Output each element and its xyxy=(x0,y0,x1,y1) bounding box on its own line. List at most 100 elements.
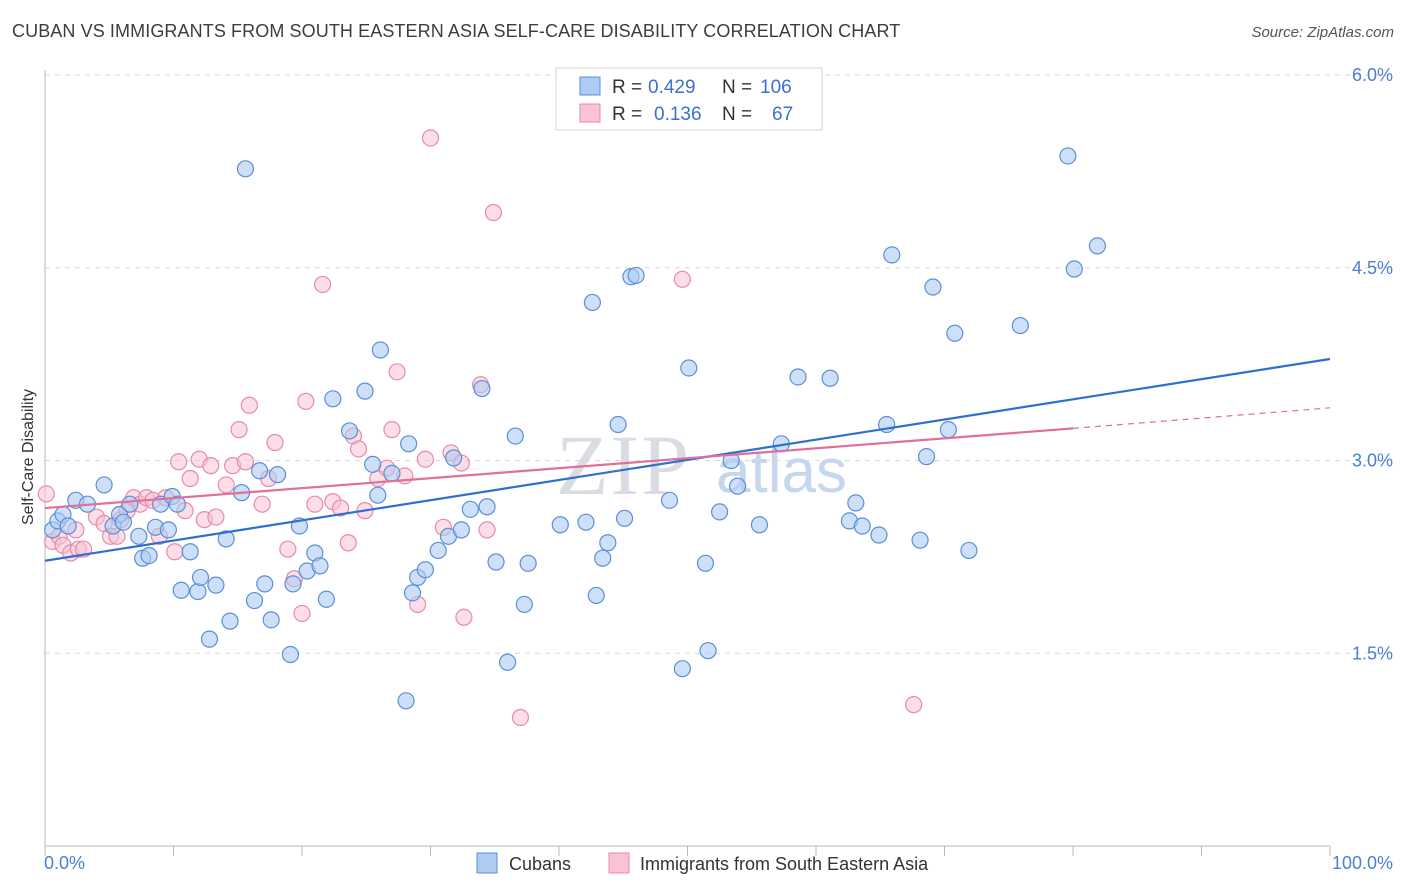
sea-trend-extension xyxy=(1072,407,1331,429)
sea-point xyxy=(236,453,255,471)
sea-point xyxy=(331,499,350,517)
sea-point xyxy=(673,270,691,288)
cubans-point xyxy=(946,324,964,342)
cubans-point xyxy=(95,476,113,494)
sea-point xyxy=(484,203,503,222)
sea-point xyxy=(313,275,332,294)
cubans-point xyxy=(729,477,747,495)
sea-point xyxy=(279,540,297,558)
cubans-point xyxy=(1059,147,1077,165)
cubans-point xyxy=(356,382,374,400)
cubans-point xyxy=(114,513,132,531)
cubans-point xyxy=(364,455,382,473)
sea-point xyxy=(293,604,311,623)
cubans-point xyxy=(429,541,447,560)
cubans-point xyxy=(121,495,139,513)
cubans-point xyxy=(615,509,634,527)
cubans-point xyxy=(268,466,287,484)
cubans-point xyxy=(191,568,210,587)
bottom-legend-swatch-cubans xyxy=(476,852,498,874)
chart-title: CUBAN VS IMMIGRANTS FROM SOUTH EASTERN A… xyxy=(12,21,901,41)
bottom-legend-label-sea: Immigrants from South Eastern Asia xyxy=(640,854,929,874)
cubans-point xyxy=(262,611,280,629)
legend-r-value-sea: 0.136 xyxy=(654,104,702,125)
cubans-point xyxy=(324,390,342,408)
sea-point xyxy=(421,129,440,147)
cubans-point xyxy=(403,584,422,602)
cubans-point xyxy=(473,379,491,398)
cubans-point xyxy=(189,582,207,601)
cubans-point xyxy=(397,692,415,710)
cubans-point xyxy=(256,575,274,593)
cubans-point xyxy=(519,554,537,572)
series-cubans-points xyxy=(44,147,1107,710)
cubans-point xyxy=(917,448,936,466)
x-axis-ticks xyxy=(44,846,1331,856)
legend-n-value-sea: 67 xyxy=(772,104,793,125)
cubans-trend-line xyxy=(44,357,1331,562)
cubans-point xyxy=(627,266,645,285)
sea-trend-line xyxy=(44,427,1074,510)
cubans-point xyxy=(217,530,235,548)
cubans-point xyxy=(506,427,524,445)
cubans-point xyxy=(416,561,434,579)
y-axis-label: Self-Care Disability xyxy=(20,389,37,525)
cubans-point xyxy=(911,531,929,549)
legend-r-value-cubans: 0.429 xyxy=(648,77,696,98)
cubans-point xyxy=(883,246,901,264)
sea-point xyxy=(297,392,315,410)
sea-point xyxy=(253,495,271,513)
cubans-point xyxy=(168,495,186,513)
cubans-point xyxy=(599,534,617,552)
sea-point xyxy=(217,476,235,494)
sea-point xyxy=(240,396,258,414)
bottom-legend: Cubans Immigrants from South Eastern Asi… xyxy=(476,852,929,874)
y-tick-label: 6.0% xyxy=(1352,65,1393,85)
cubans-point xyxy=(236,160,255,178)
cubans-point xyxy=(383,464,401,482)
bottom-legend-swatch-sea xyxy=(608,852,630,874)
cubans-point xyxy=(369,486,387,504)
cubans-point xyxy=(551,516,569,534)
cubans-point xyxy=(1088,237,1107,255)
sea-point xyxy=(383,421,401,439)
cubans-point xyxy=(140,546,158,565)
y-tick-label: 1.5% xyxy=(1352,643,1393,663)
legend-n-value-cubans: 106 xyxy=(760,77,792,98)
sea-point xyxy=(455,608,473,626)
cubans-point xyxy=(487,553,505,571)
source-credit: Source: ZipAtlas.com xyxy=(1251,24,1394,41)
legend-n-label-sea: N = xyxy=(722,104,752,125)
cubans-point xyxy=(250,462,269,480)
cubans-point xyxy=(853,517,871,535)
sea-point xyxy=(511,708,530,727)
sea-point xyxy=(478,521,496,539)
cubans-point xyxy=(583,293,602,312)
cubans-point xyxy=(870,526,888,544)
legend-n-label-cubans: N = xyxy=(722,77,752,98)
cubans-point xyxy=(696,554,715,572)
cubans-point xyxy=(478,498,496,516)
cubans-point xyxy=(445,449,463,467)
bottom-legend-label-cubans: Cubans xyxy=(509,854,571,874)
cubans-point xyxy=(939,421,957,439)
sea-point xyxy=(416,450,434,468)
cubans-point xyxy=(59,517,77,535)
cubans-point xyxy=(577,513,595,531)
sea-point xyxy=(202,457,220,475)
legend-swatch-cubans xyxy=(579,76,601,96)
cubans-point xyxy=(960,541,978,560)
cubans-point xyxy=(594,549,612,567)
cubans-point xyxy=(587,586,605,605)
sea-point xyxy=(339,534,357,552)
cubans-point xyxy=(317,590,336,608)
cubans-point xyxy=(1065,260,1083,278)
cubans-point xyxy=(609,415,627,434)
legend-r-label-cubans: R = xyxy=(612,77,642,98)
cubans-point xyxy=(245,591,264,610)
sea-point xyxy=(170,453,188,471)
cubans-point xyxy=(371,341,389,359)
cubans-point xyxy=(461,500,479,518)
sea-point xyxy=(306,495,324,513)
